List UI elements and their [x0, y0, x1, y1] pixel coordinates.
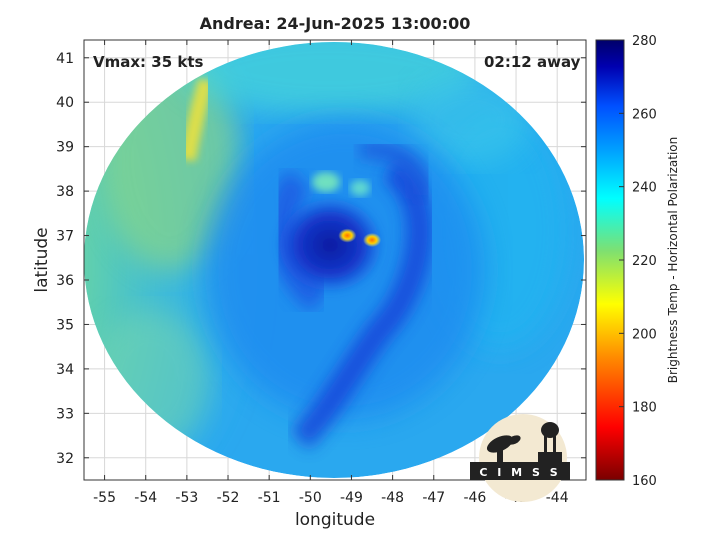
colorbar-tick-label: 240 [632, 181, 657, 196]
colorbar-tick-label: 220 [632, 254, 657, 269]
y-tick-label: 38 [56, 184, 74, 200]
colorbar-tick-label: 200 [632, 327, 657, 342]
y-tick-label: 39 [56, 140, 74, 156]
cimss-logo: C I M S S [470, 414, 570, 502]
x-tick-label: -48 [381, 490, 404, 506]
chart-title: Andrea: 24-Jun-2025 13:00:00 [199, 14, 471, 33]
y-tick-label: 40 [56, 95, 74, 111]
warm-spot [363, 233, 382, 247]
x-tick-label: -54 [134, 490, 157, 506]
colorbar-tick-label: 260 [632, 107, 657, 122]
y-axis-label: latitude [32, 227, 52, 293]
x-tick-label: -53 [175, 490, 198, 506]
colorbar-tick-label: 280 [632, 34, 657, 49]
x-tick-label: -51 [258, 490, 281, 506]
warm-spot [338, 228, 357, 243]
y-tick-label: 37 [56, 229, 74, 245]
vmax-annotation: Vmax: 35 kts [93, 53, 204, 71]
time-away-annotation: 02:12 away [484, 53, 581, 71]
colorbar-tick-label: 160 [632, 474, 657, 489]
y-tick-label: 36 [56, 273, 74, 289]
warm-spots [338, 228, 382, 247]
y-tick-label: 41 [56, 51, 74, 67]
logo-text: C I M S S [479, 466, 560, 479]
x-axis-label: longitude [294, 510, 376, 530]
colorbar-label: Brightness Temp - Horizontal Polarizatio… [666, 136, 680, 384]
x-tick-label: -47 [422, 490, 445, 506]
x-tick-label: -46 [463, 490, 486, 506]
colorbar-ticks: 160 180 200 220 240 260 280 [619, 34, 657, 489]
y-tick-label: 34 [56, 362, 74, 378]
x-tick-label: -49 [340, 490, 363, 506]
x-tick-label: -44 [546, 490, 569, 506]
y-tick-label: 33 [56, 406, 74, 422]
y-tick-label: 35 [56, 317, 74, 333]
x-tick-label: -52 [217, 490, 240, 506]
x-tick-label: -55 [93, 490, 116, 506]
y-axis-ticks: 32 33 34 35 36 37 38 39 40 41 [56, 51, 586, 467]
x-tick-label: -50 [299, 490, 322, 506]
colorbar-tick-label: 180 [632, 401, 657, 416]
brightness-temperature-field [84, 42, 584, 478]
plot-frame [83, 39, 587, 481]
y-tick-label: 32 [56, 451, 74, 467]
